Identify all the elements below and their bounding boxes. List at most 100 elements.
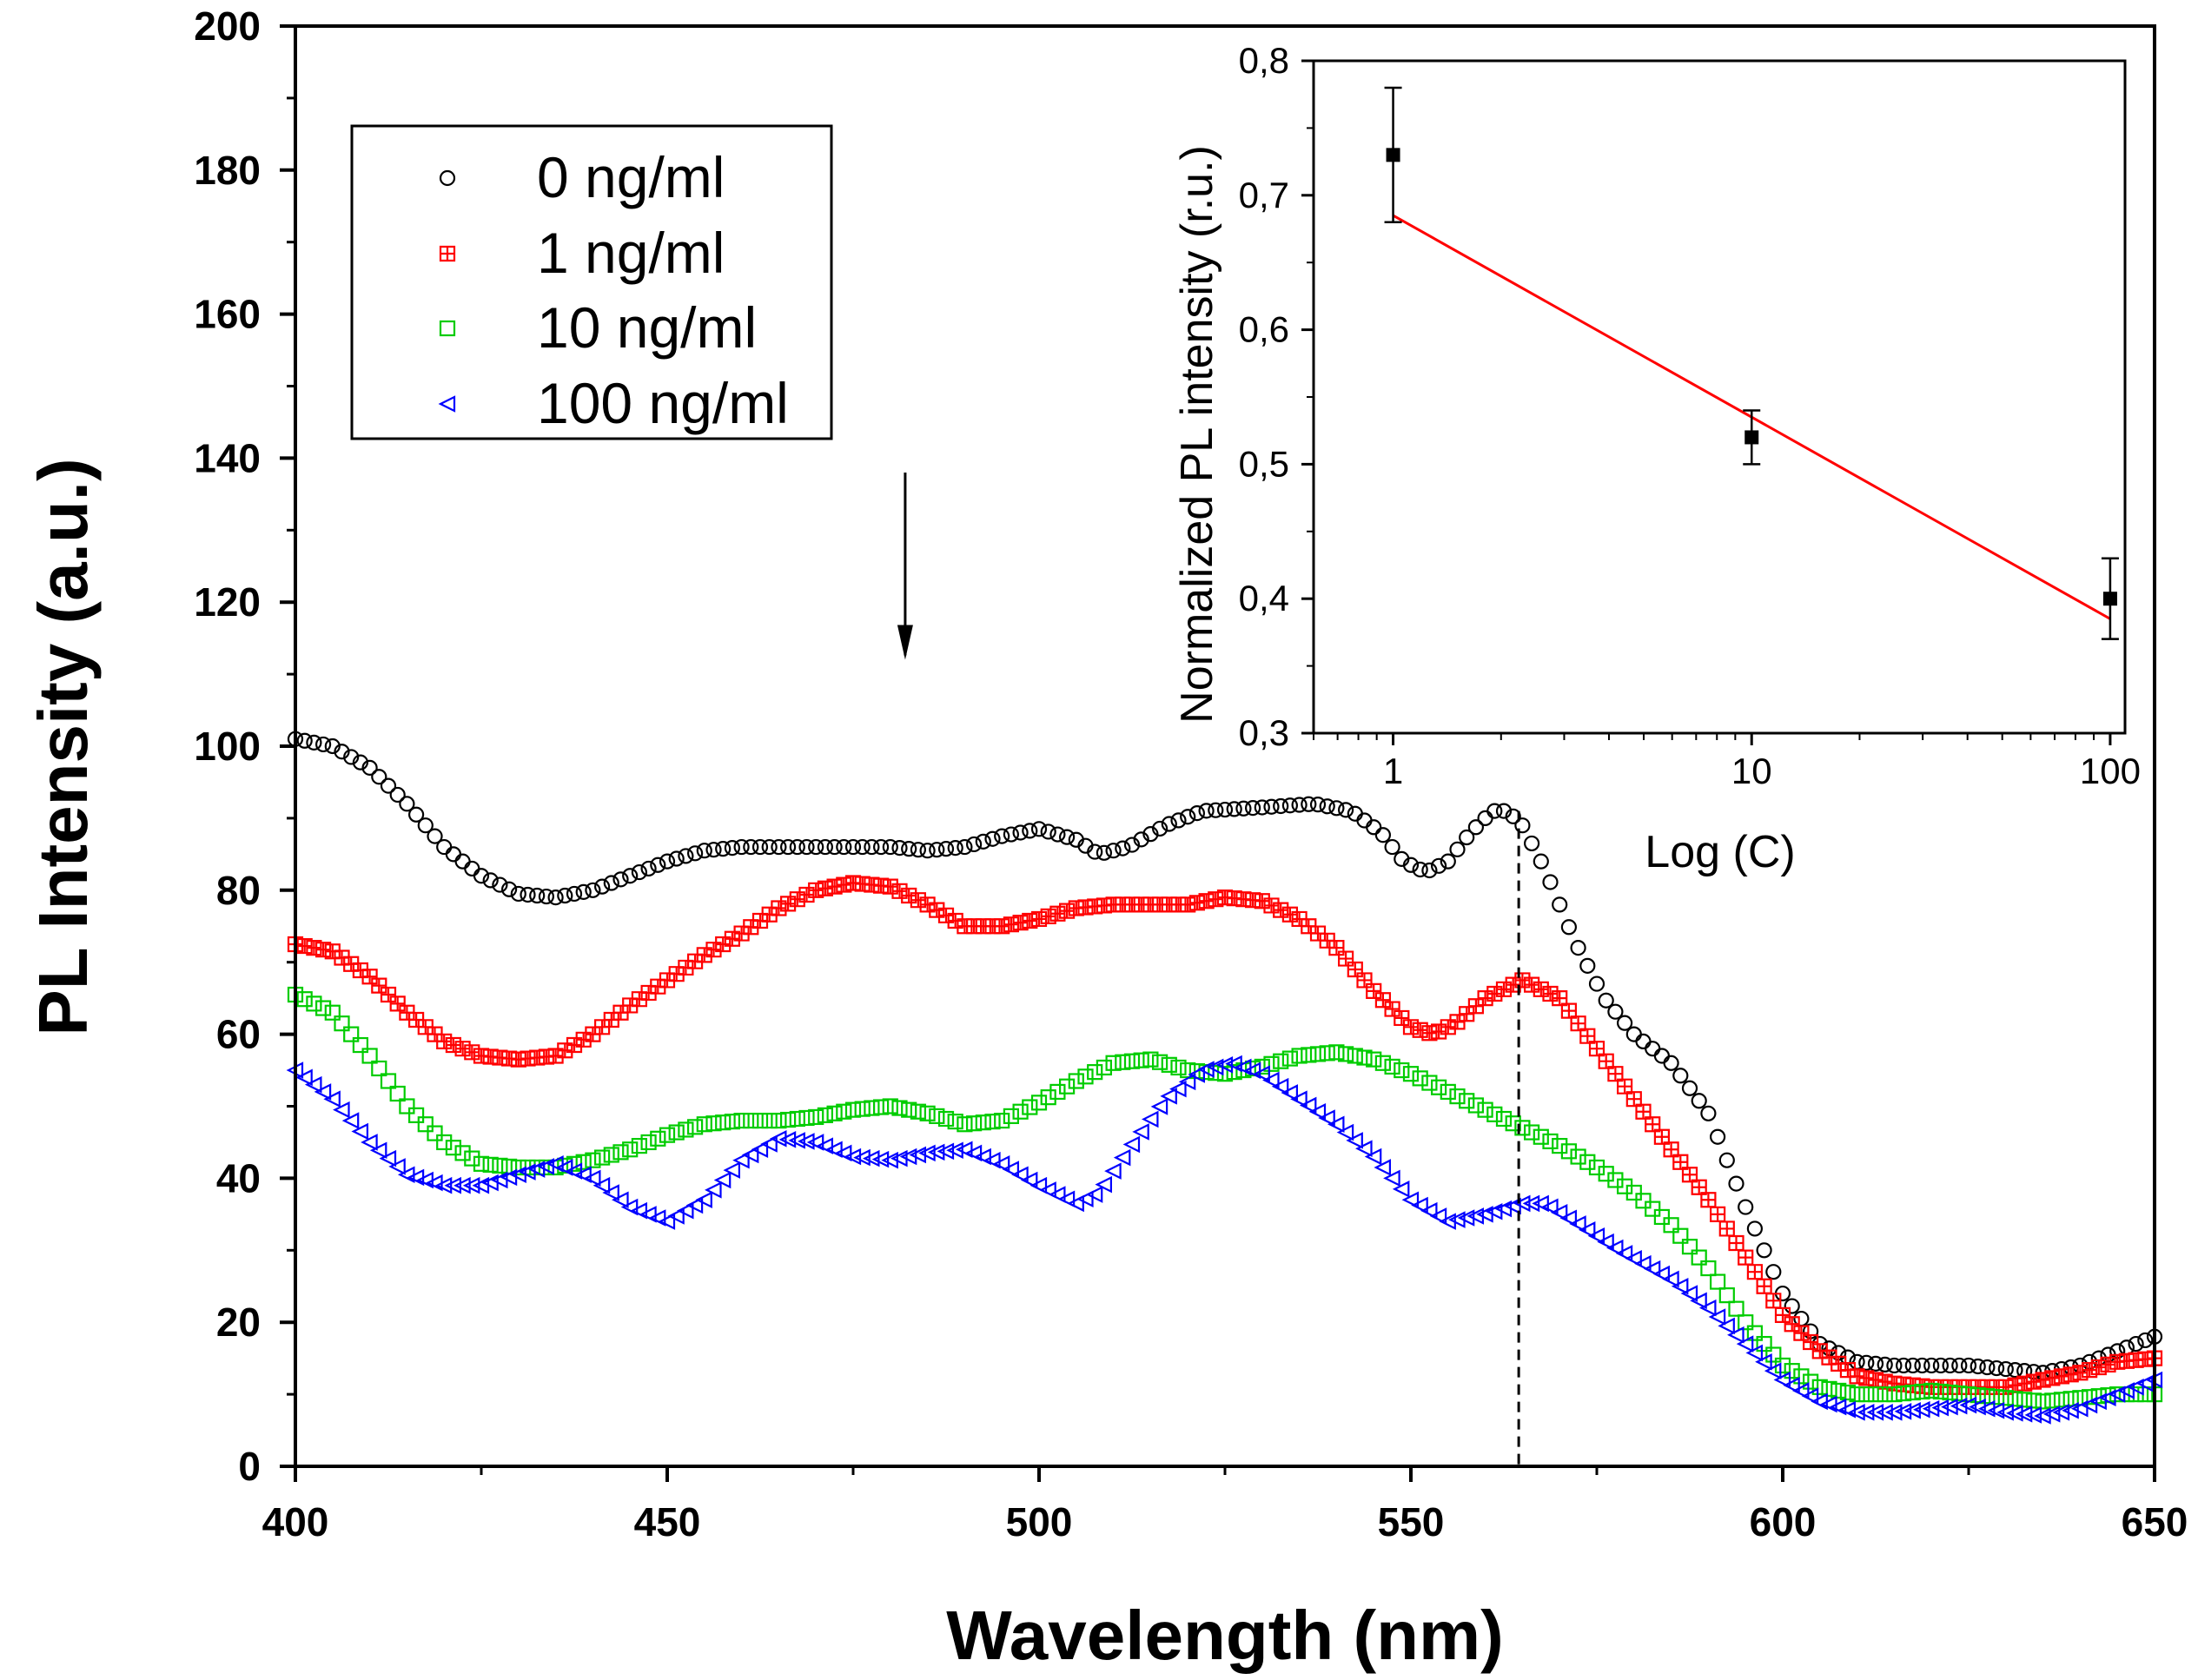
series-0-point — [399, 796, 415, 812]
series-1-point — [1560, 1002, 1577, 1019]
series-2-point — [389, 1085, 406, 1102]
series-3-point — [565, 1162, 583, 1180]
series-3-point — [574, 1166, 592, 1184]
series-0-point — [668, 850, 685, 867]
series-0-point — [1161, 816, 1177, 832]
series-2-point — [1691, 1249, 1707, 1266]
arrow-head — [897, 625, 913, 660]
series-0-point — [1040, 823, 1056, 840]
series-0-point — [1784, 1298, 1800, 1314]
series-3-point — [1262, 1071, 1280, 1089]
series-2-point — [492, 1157, 508, 1174]
series-0-point — [371, 769, 387, 785]
series-0-point — [1328, 800, 1345, 817]
series-1-point — [371, 977, 387, 994]
series-3-point — [1048, 1186, 1066, 1203]
series-1-point — [901, 887, 917, 904]
series-2-point — [686, 1119, 704, 1135]
series-3-point — [444, 1176, 461, 1194]
series-0-point — [937, 841, 955, 857]
series-3-point — [1708, 1308, 1726, 1326]
series-2-point — [371, 1060, 387, 1077]
series-2-point — [743, 1112, 759, 1129]
series-2-point — [593, 1149, 611, 1166]
series-3-point — [1383, 1169, 1400, 1187]
series-0-point — [389, 786, 406, 804]
series-0-point — [315, 736, 332, 753]
series-2-point — [1077, 1068, 1094, 1085]
series-0-point — [1003, 826, 1020, 843]
series-3-point — [1848, 1404, 1865, 1421]
series-1-point — [306, 940, 322, 956]
series-0-point — [575, 883, 592, 900]
series-3-point — [778, 1131, 797, 1148]
series-0-point — [836, 838, 852, 856]
series-3-point — [1866, 1404, 1884, 1421]
series-0-point — [1942, 1357, 1958, 1374]
series-1-point — [1617, 1078, 1633, 1095]
series-3-point — [583, 1169, 601, 1187]
series-2-point — [1133, 1052, 1149, 1068]
series-2-point — [901, 1101, 917, 1118]
series-0-point — [1997, 1360, 2014, 1378]
series-3-point — [1141, 1110, 1159, 1128]
series-2-point — [1030, 1095, 1048, 1111]
series-0-point — [1533, 853, 1549, 870]
series-3-point — [1597, 1233, 1614, 1251]
series-3-point — [648, 1209, 666, 1227]
series-0-point — [1291, 797, 1308, 813]
series-0-point — [984, 830, 1001, 847]
series-2-point — [1309, 1046, 1327, 1062]
series-2-point — [1319, 1045, 1335, 1062]
series-3-point — [955, 1141, 973, 1159]
series-1-point — [464, 1044, 480, 1061]
series-0-point — [1923, 1357, 1940, 1374]
series-2-point — [1486, 1106, 1503, 1122]
series-0-point — [975, 833, 991, 850]
main-y-tick-label: 120 — [194, 579, 261, 625]
series-3-point — [1401, 1191, 1420, 1209]
series-2-point — [771, 1112, 787, 1129]
series-0-point — [872, 838, 890, 856]
series-3-point — [1364, 1148, 1382, 1166]
series-1-point — [436, 1033, 453, 1049]
series-0-point — [1467, 819, 1485, 836]
series-3-point — [304, 1075, 322, 1094]
series-2-point — [1886, 1386, 1903, 1403]
series-2-point — [1663, 1217, 1679, 1234]
legend-label: 1 ng/ml — [537, 221, 725, 285]
main-x-tick-label: 550 — [1378, 1499, 1445, 1544]
series-2-point — [1951, 1385, 1968, 1402]
series-2-point — [1216, 1066, 1234, 1082]
series-2-point — [306, 995, 322, 1012]
series-3-point — [1541, 1198, 1559, 1216]
series-3-point — [798, 1133, 815, 1150]
inset-x-tick-label: 100 — [2080, 751, 2141, 791]
series-0-point — [1319, 798, 1335, 815]
series-2-point — [1997, 1390, 2014, 1406]
series-3-point — [741, 1146, 759, 1164]
series-2-point — [1477, 1101, 1493, 1118]
series-2-point — [2007, 1391, 2023, 1407]
series-3-point — [1150, 1098, 1169, 1115]
series-3-point — [1002, 1161, 1019, 1178]
series-0-point — [771, 838, 787, 856]
series-3-point — [361, 1134, 378, 1151]
series-3-point — [379, 1149, 397, 1167]
main-x-tick-label: 650 — [2122, 1499, 2188, 1544]
series-3-point — [1067, 1194, 1084, 1213]
series-1-point — [1366, 982, 1382, 999]
main-x-ticks: 400 450 500 550 600 650 — [262, 1466, 2188, 1544]
series-2-point — [1273, 1053, 1289, 1069]
series-0-point — [854, 838, 871, 856]
series-3-point — [2127, 1379, 2144, 1396]
series-2-point — [678, 1121, 694, 1138]
series-0-point — [994, 828, 1010, 844]
series-0-point — [779, 838, 797, 856]
series-2-point — [1068, 1073, 1084, 1089]
series-3-point — [676, 1201, 694, 1220]
series-1-point — [1384, 1001, 1400, 1017]
series-0-point — [1588, 976, 1605, 992]
series-2-point — [1635, 1193, 1652, 1209]
inset-y-ticks: 0,3 0,4 0,5 0,6 0,7 0,8 — [1239, 40, 1314, 753]
